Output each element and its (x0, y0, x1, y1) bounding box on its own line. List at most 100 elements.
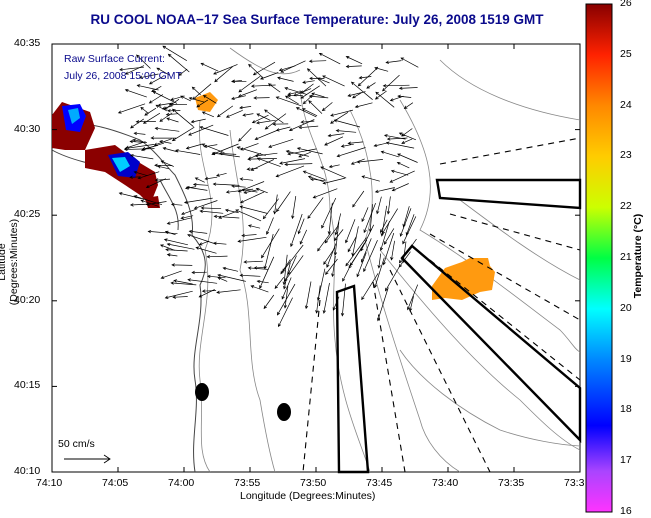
current-vector (254, 130, 277, 140)
current-vector (188, 96, 205, 103)
current-vector (333, 221, 340, 256)
current-vector (204, 176, 218, 181)
current-vector (322, 177, 346, 185)
y-tick-label: 40:20 (14, 293, 41, 306)
current-vector (307, 175, 324, 183)
current-vector (361, 273, 379, 301)
current-vector (285, 150, 309, 157)
current-vector (222, 266, 239, 272)
current-vector (352, 190, 365, 208)
current-vector (407, 284, 419, 311)
current-vector (124, 65, 145, 75)
current-vector (213, 241, 227, 245)
current-vector (193, 200, 218, 210)
current-vector (246, 167, 258, 171)
current-vector (259, 72, 279, 80)
current-vector (150, 136, 177, 140)
current-vector (154, 178, 171, 182)
current-vector (398, 132, 417, 141)
current-vector (225, 188, 254, 194)
y-tick-label: 40:30 (14, 122, 41, 135)
current-vector (327, 133, 345, 138)
colorbar-tick-label: 23 (620, 149, 632, 162)
current-vector (386, 196, 391, 215)
current-vector (272, 122, 289, 126)
current-vector (363, 240, 378, 273)
current-vector (152, 91, 178, 104)
current-vector (202, 94, 217, 104)
current-vector (268, 138, 294, 148)
current-vector (251, 114, 269, 124)
current-vector (239, 105, 252, 110)
current-vector (185, 143, 203, 150)
current-vector (324, 136, 344, 146)
current-vector (375, 91, 395, 108)
current-vector (263, 294, 275, 310)
current-vector (156, 67, 170, 76)
current-vector (160, 270, 182, 279)
current-vector (238, 75, 261, 93)
current-vector (125, 141, 146, 149)
current-vector (187, 233, 216, 245)
current-vector (296, 147, 323, 155)
current-vector (302, 80, 315, 84)
current-vector (400, 57, 419, 68)
current-vector (320, 166, 347, 179)
current-vector (273, 194, 278, 215)
plot-frame (51, 43, 581, 473)
current-vector (354, 102, 373, 109)
current-vector (213, 214, 240, 219)
current-vector (357, 67, 379, 87)
colorbar-tick-label: 20 (620, 301, 632, 314)
current-vector (380, 205, 388, 237)
current-vector (166, 117, 179, 123)
current-vector (154, 163, 173, 168)
x-tick-label: 73:50 (300, 477, 327, 489)
current-vector (148, 94, 164, 104)
current-vector (140, 199, 159, 207)
current-vector (277, 283, 296, 316)
current-vector (252, 61, 276, 76)
sst-patches (52, 92, 495, 300)
current-vector (301, 108, 318, 117)
current-vector (284, 87, 307, 95)
y-tick-label: 40:15 (14, 379, 41, 392)
current-vector (231, 184, 246, 188)
current-vector (130, 118, 144, 129)
annotation-current-time: July 26, 2008 15:00 GMT (64, 70, 182, 82)
current-vector (347, 91, 366, 97)
current-vector (192, 83, 212, 100)
current-vector (282, 254, 288, 286)
y-tick-label: 40:10 (14, 465, 41, 477)
current-vector (390, 169, 409, 176)
current-vector (356, 252, 367, 278)
current-vector (172, 295, 188, 299)
current-vector (380, 219, 388, 234)
current-vector (154, 126, 180, 132)
dashed-rays (302, 137, 581, 473)
current-vector (283, 286, 289, 309)
current-vector (239, 191, 265, 204)
x-tick-label: 74:05 (102, 477, 129, 489)
current-vector (327, 202, 333, 235)
current-vector (389, 95, 404, 102)
current-vector (397, 153, 418, 163)
current-vector (157, 102, 173, 107)
current-vector (190, 118, 206, 124)
current-vector (180, 215, 194, 220)
current-vector (374, 90, 387, 100)
current-vector (239, 177, 254, 181)
current-vector (345, 237, 367, 267)
current-vector (256, 157, 281, 167)
x-axis-label: Longitude (Degrees:Minutes) (240, 490, 376, 502)
current-vector (216, 105, 234, 118)
current-vector (247, 224, 261, 229)
current-vector (323, 247, 336, 265)
current-vector (389, 170, 415, 183)
current-vector (345, 56, 363, 65)
current-vector (118, 192, 142, 199)
current-vector (166, 217, 192, 225)
current-vector (140, 142, 165, 152)
station-dot (195, 383, 209, 401)
current-vector (172, 108, 194, 127)
